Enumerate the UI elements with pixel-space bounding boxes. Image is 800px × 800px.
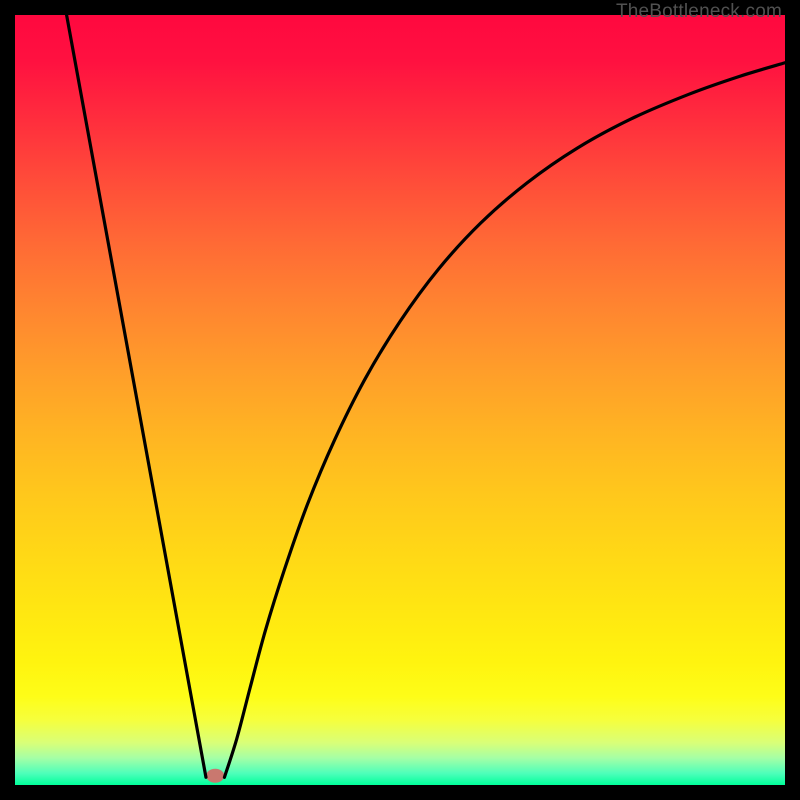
minimum-marker: [206, 769, 224, 783]
bottleneck-curve: [67, 15, 785, 777]
bottleneck-chart: TheBottleneck.com: [0, 0, 800, 800]
watermark-text: TheBottleneck.com: [616, 1, 782, 23]
curve-layer: [15, 15, 785, 785]
plot-area: [15, 15, 785, 785]
